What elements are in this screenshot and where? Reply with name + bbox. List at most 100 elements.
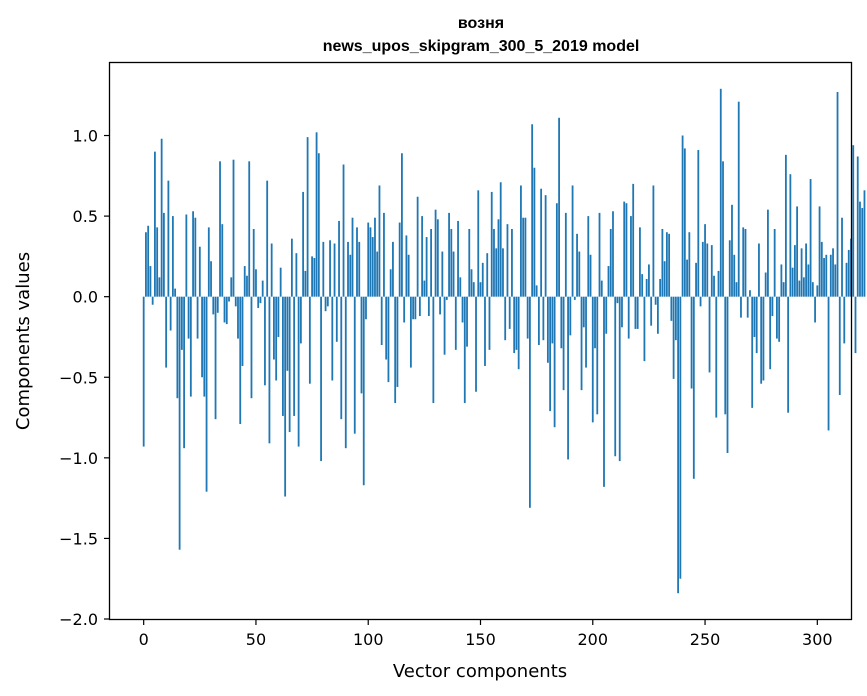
x-tick-label: 100 [353,630,384,649]
bar [802,277,805,297]
y-tick-label: 0.0 [73,288,98,307]
bar [279,267,282,297]
bar [398,222,401,297]
bar [306,137,309,297]
bar [652,185,655,297]
bar [302,191,305,297]
bar [389,269,392,297]
bar [508,296,511,329]
bar [847,249,850,297]
bar [362,296,365,486]
bar [807,264,810,297]
bar [529,296,531,508]
bar [585,296,587,368]
bar [174,288,177,297]
bar [192,211,194,297]
x-tick-label: 300 [802,630,833,649]
bar [403,296,406,323]
bar [643,296,646,362]
bar [308,296,311,384]
bar [344,296,347,449]
bar [169,296,172,331]
bar [773,228,776,297]
bar [578,251,581,297]
bar [758,243,760,297]
bar [436,219,439,297]
bar [733,254,736,297]
bar [443,296,446,355]
bar [630,216,632,297]
bar [587,216,590,297]
bar [656,296,659,334]
bar [241,296,244,366]
bar [454,296,457,350]
bar [695,262,697,297]
bar [719,88,722,297]
bar [553,296,556,428]
bar [863,190,866,297]
bar [311,256,313,297]
bar [670,296,673,321]
bar [232,159,235,297]
bar [466,296,468,347]
bar [589,254,592,297]
bar [497,219,500,297]
bar [533,167,536,297]
bar [540,188,543,297]
bar [214,296,217,420]
bar [223,296,226,323]
bar [405,235,408,297]
bar [517,296,520,370]
bar [852,145,855,297]
bar [259,296,262,304]
bar [742,227,745,297]
bar [659,278,662,297]
plot-frame [108,61,853,621]
bar [654,296,657,305]
bar [776,296,778,339]
bar [387,296,390,383]
bar [598,212,601,297]
bar [156,227,159,297]
bar [335,296,338,342]
bar [383,212,385,297]
bar [331,296,334,381]
bar [315,132,318,297]
bar [625,203,628,297]
bar [591,296,594,423]
bar [187,296,190,339]
bar [479,282,482,297]
x-tick-label: 50 [246,630,266,649]
bar [207,227,210,297]
bar [396,296,399,387]
bar [423,280,426,297]
bar [165,296,168,368]
bar [535,285,538,297]
x-axis-label: Vector components [393,661,567,682]
bar [854,296,857,354]
bar [358,241,361,297]
bar [749,290,751,297]
bar [648,264,650,297]
bar [230,277,233,297]
bar [347,241,349,297]
bar [264,296,266,386]
bar [701,241,704,297]
bar [412,296,415,320]
bar [499,182,502,297]
bar [639,227,641,297]
bar [365,296,367,320]
bar [329,240,331,297]
bar [457,220,459,297]
bar [252,228,255,297]
bar [340,296,343,420]
bar [641,274,644,297]
bar [827,296,830,431]
bar [787,296,790,413]
bar [439,296,441,315]
bar [237,296,239,339]
bar [551,296,554,344]
bars-group [142,88,866,594]
bar [185,214,188,297]
